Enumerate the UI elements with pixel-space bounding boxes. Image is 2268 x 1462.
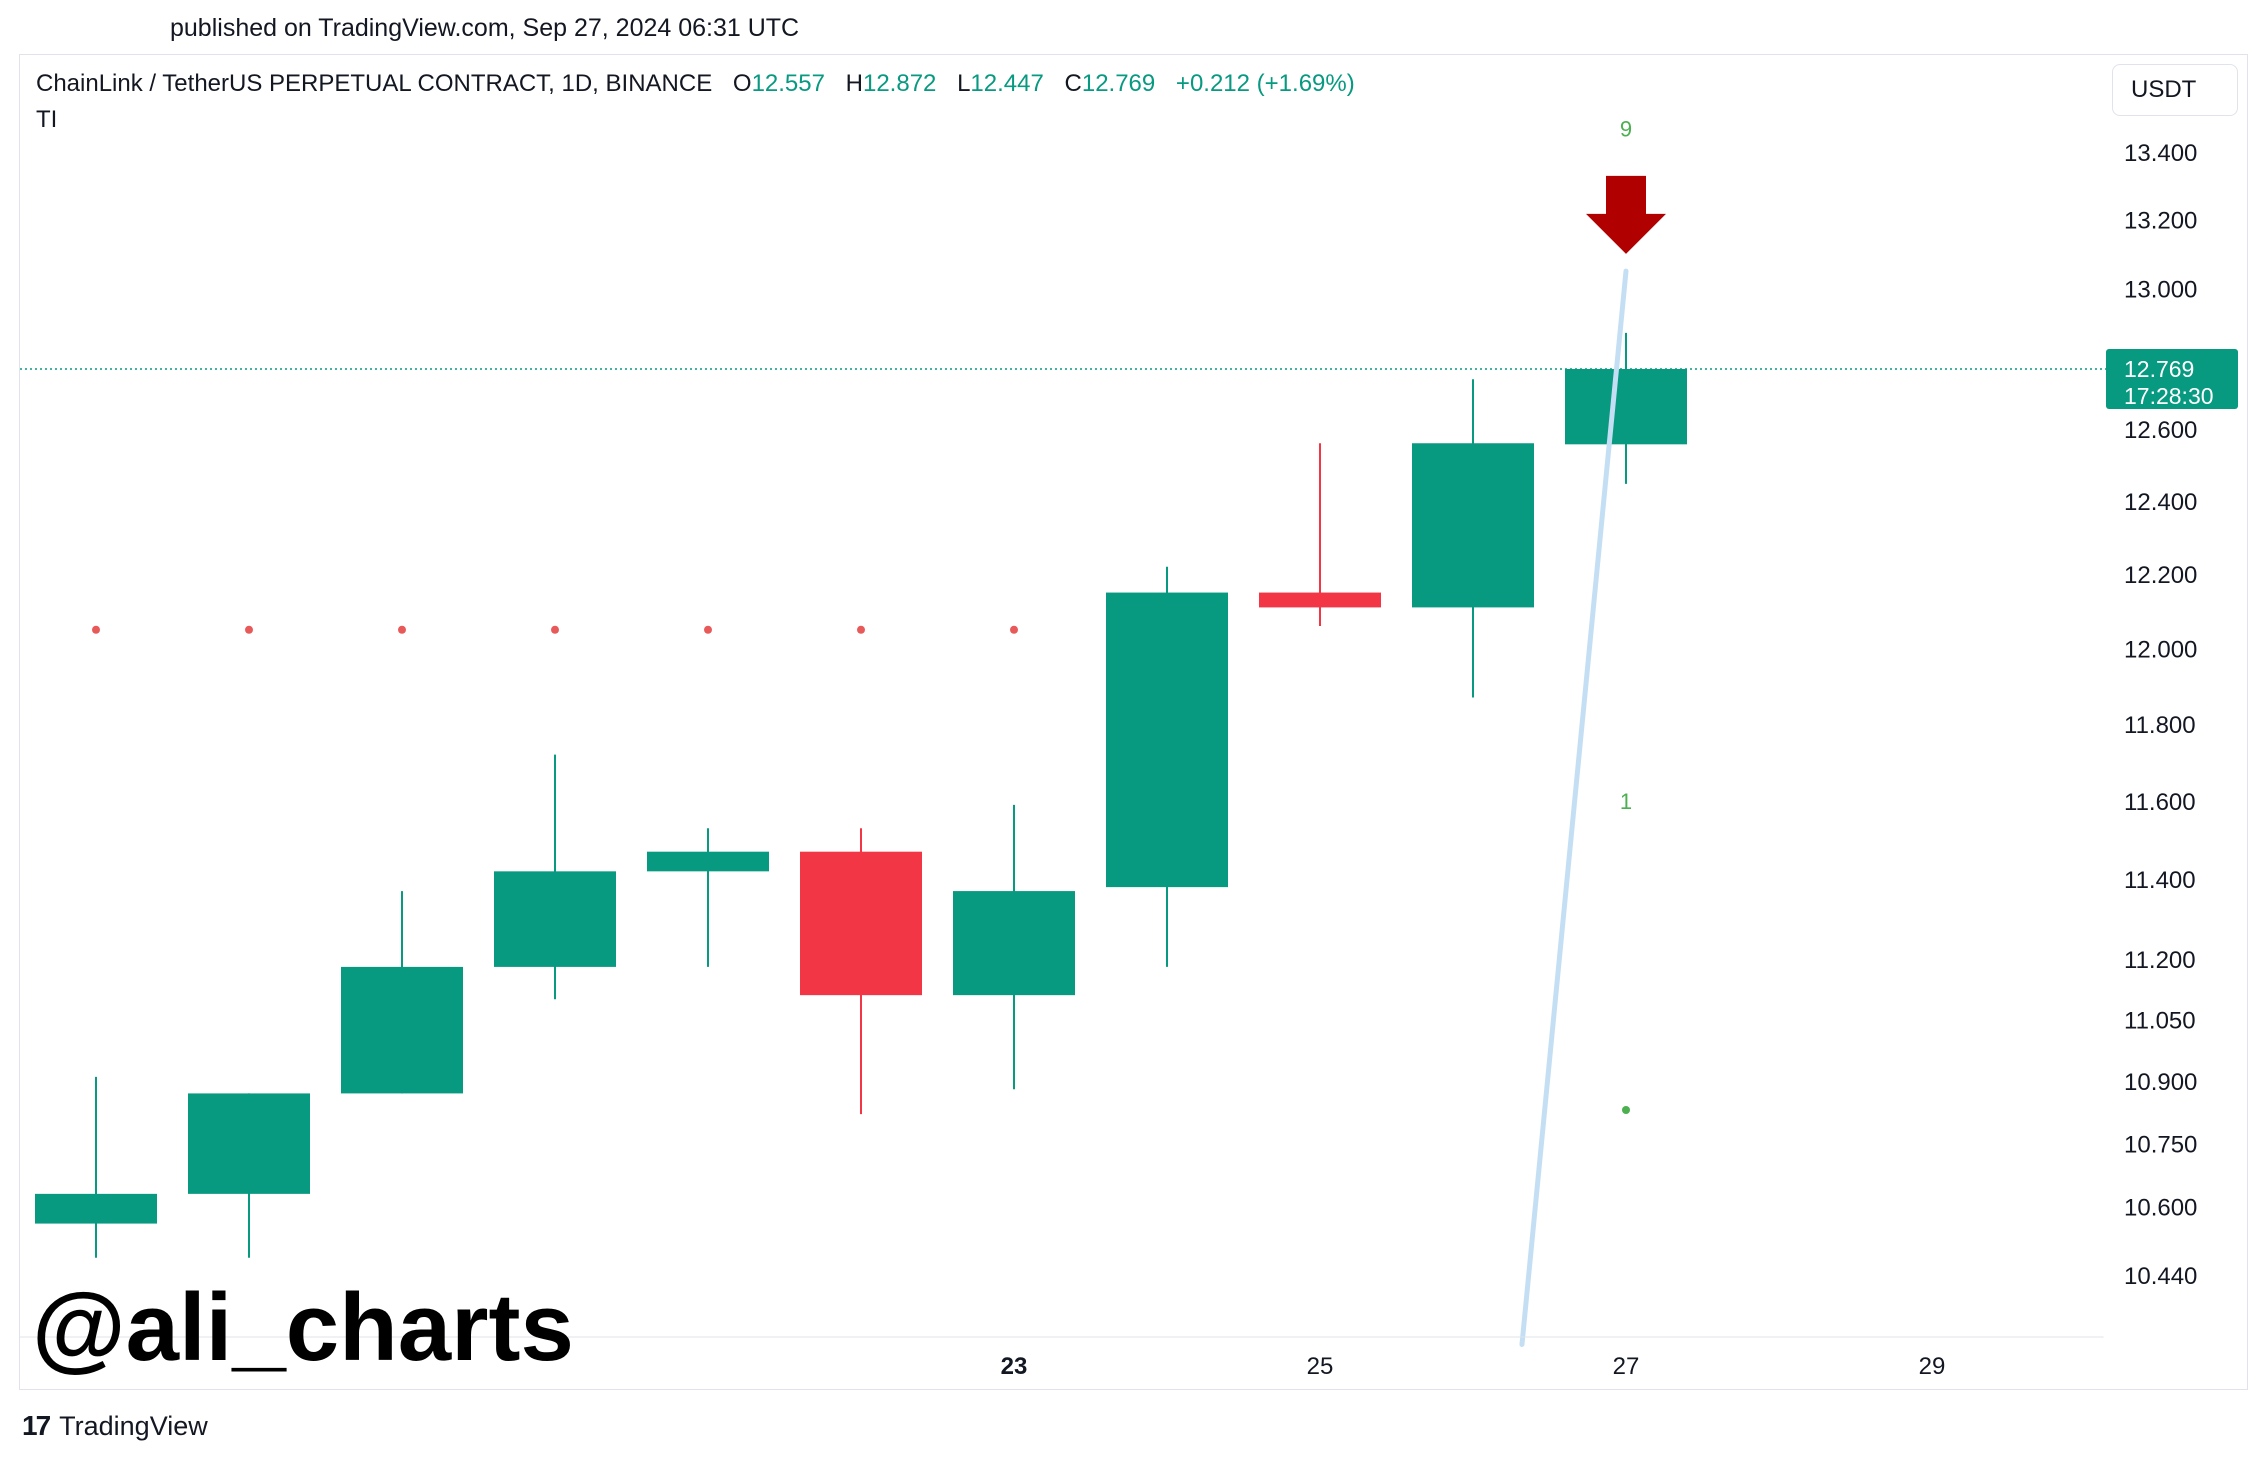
candle-body: [1106, 592, 1228, 888]
date-tick-label: 25: [1307, 1353, 1334, 1380]
candle-body: [1412, 443, 1534, 608]
sell-signal: [1586, 175, 1666, 254]
price-tick-label: 11.200: [2124, 947, 2196, 974]
price-tick-label: 11.050: [2124, 1008, 2196, 1035]
published-caption: published on TradingView.com, Sep 27, 20…: [170, 14, 800, 42]
watermark-text: @ali_charts: [32, 1274, 574, 1381]
td-dot: [551, 625, 559, 634]
candle-body: [341, 966, 463, 1094]
td-setup-dots: [92, 625, 1630, 1114]
chart-frame: [19, 54, 2248, 1390]
price-tick-label: 13.200: [2124, 208, 2197, 235]
high-label: H: [845, 70, 863, 97]
candles: [35, 332, 1687, 1258]
price-tag-background: [2106, 349, 2238, 410]
price-tag-value: 12.769: [2124, 356, 2194, 382]
trendline: [1519, 268, 1629, 1347]
low-value: 12.447: [970, 70, 1044, 97]
price-tick-label: 10.900: [2124, 1069, 2197, 1096]
tradingview-brand[interactable]: 17 TradingView: [22, 1410, 208, 1442]
candle-body: [953, 891, 1075, 996]
price-tick-label: 11.400: [2124, 867, 2196, 894]
candle-body: [494, 871, 616, 967]
candle-body: [188, 1093, 310, 1194]
price-tick-label: 13.400: [2124, 140, 2197, 167]
price-tag-countdown: 17:28:30: [2124, 383, 2214, 409]
price-tick-label: 12.200: [2124, 562, 2197, 589]
sell-arrow-icon: [1586, 175, 1666, 254]
time-axis: 23 25 27 29: [20, 56, 2105, 1388]
td-dot: [398, 625, 406, 634]
td-count-label: 1: [1620, 789, 1632, 814]
trendline-segment: [1519, 268, 1629, 1347]
price-axis: 13.400 13.200 13.000 12.600 12.400 12.200 12.0…: [2124, 140, 2197, 1290]
td-dot: [704, 625, 712, 634]
price-tick-label: 10.440: [2124, 1263, 2197, 1290]
candle-body: [1259, 592, 1381, 608]
td-count-label: 9: [1620, 117, 1632, 142]
date-tick-label: 29: [1919, 1353, 1946, 1380]
td-dot: [857, 625, 865, 634]
price-tick-label: 12.000: [2124, 636, 2197, 663]
price-tick-label: 10.750: [2124, 1131, 2197, 1158]
td-dot: [1010, 625, 1018, 634]
td-count-labels: 91: [1620, 117, 1632, 814]
symbol-title[interactable]: ChainLink / TetherUS PERPETUAL CONTRACT,…: [36, 70, 713, 97]
price-tick-label: 11.600: [2124, 789, 2196, 816]
price-tick-label: 12.600: [2124, 417, 2197, 444]
change-value: +0.212 (+1.69%): [1175, 70, 1355, 97]
high-value: 12.872: [862, 70, 937, 97]
open-label: O: [732, 70, 752, 97]
tradingview-logo-icon: 17: [22, 1410, 51, 1441]
date-tick-label: 23: [1001, 1353, 1028, 1380]
brand-name: TradingView: [59, 1410, 208, 1441]
td-dot: [245, 625, 253, 634]
td-dot: [1622, 1105, 1630, 1114]
price-tick-label: 11.800: [2124, 712, 2196, 739]
open-value: 12.557: [751, 70, 825, 97]
candle-body: [800, 851, 922, 996]
candle-body: [1565, 369, 1687, 445]
low-label: L: [957, 70, 971, 97]
date-tick-label: 27: [1613, 1353, 1640, 1380]
close-value: 12.769: [1081, 70, 1156, 97]
close-label: C: [1064, 70, 1082, 97]
indicator-label[interactable]: TI: [36, 106, 58, 133]
td-dot: [92, 625, 100, 634]
price-tick-label: 10.600: [2124, 1195, 2197, 1222]
price-tick-label: 13.000: [2124, 276, 2197, 303]
symbol-legend: ChainLink / TetherUS PERPETUAL CONTRACT,…: [36, 70, 1355, 98]
currency-button[interactable]: USDT: [2112, 64, 2238, 116]
price-tick-label: 12.400: [2124, 489, 2197, 516]
candle-body: [647, 851, 769, 872]
candle-body: [35, 1193, 157, 1224]
